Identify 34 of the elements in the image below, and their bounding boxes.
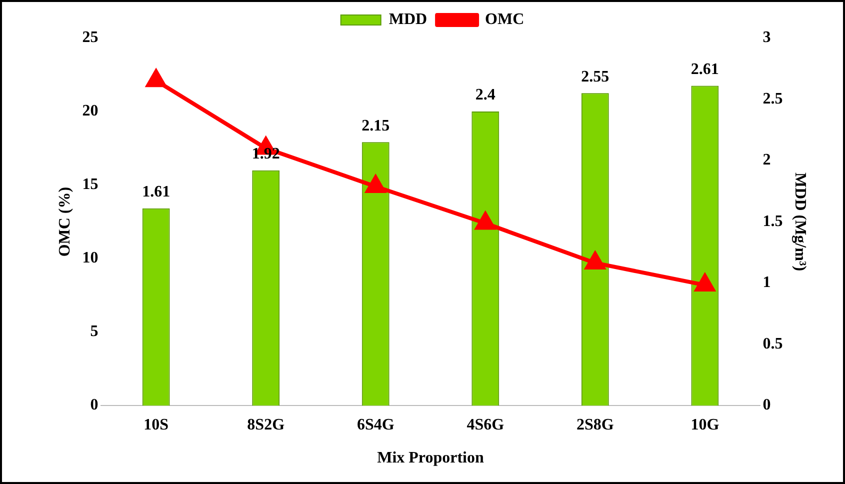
data-label: 2.4 bbox=[475, 86, 496, 104]
y-tick-label: 0 bbox=[90, 396, 98, 414]
y2-tick-label: 3 bbox=[762, 29, 771, 46]
data-label: 2.55 bbox=[581, 68, 610, 86]
x-tick-label: 10S bbox=[144, 416, 169, 434]
x-axis-title: Mix Proportion bbox=[377, 450, 484, 467]
point bbox=[695, 274, 715, 292]
y-tick-label: 20 bbox=[82, 102, 98, 120]
y2-tick-label: 0.5 bbox=[762, 335, 783, 352]
data-label: 1.61 bbox=[142, 183, 170, 200]
x-tick-label: 8S2G bbox=[247, 416, 286, 434]
y-tick-label: 25 bbox=[82, 29, 98, 46]
x-tick-label: 4S6G bbox=[466, 416, 505, 434]
y2-tick-label: 2 bbox=[762, 152, 771, 169]
point bbox=[476, 212, 496, 230]
y-tick-label: 5 bbox=[90, 323, 98, 340]
legend-label: OMC bbox=[485, 11, 524, 28]
y-tick-label: 15 bbox=[82, 176, 98, 194]
y2-tick-label: 0 bbox=[762, 396, 771, 414]
y2-tick-label: 1.5 bbox=[762, 212, 783, 230]
x-tick-label: 2S8G bbox=[576, 416, 614, 434]
point bbox=[585, 252, 605, 270]
point bbox=[146, 70, 166, 88]
data-label: 2.61 bbox=[690, 60, 719, 78]
legend-label: MDD bbox=[388, 11, 428, 28]
x-tick-label: 6S4G bbox=[356, 416, 395, 434]
point bbox=[366, 176, 386, 194]
y2-tick-label: 1 bbox=[762, 274, 771, 292]
y2-axis-title: MDD (Mg/m³) bbox=[791, 172, 808, 272]
y2-tick-label: 2.5 bbox=[762, 90, 783, 108]
y-tick-label: 10 bbox=[82, 250, 98, 267]
y-axis-title: OMC (%) bbox=[56, 186, 74, 257]
x-tick-label: 10G bbox=[690, 416, 720, 434]
data-label: 2.15 bbox=[362, 117, 390, 134]
